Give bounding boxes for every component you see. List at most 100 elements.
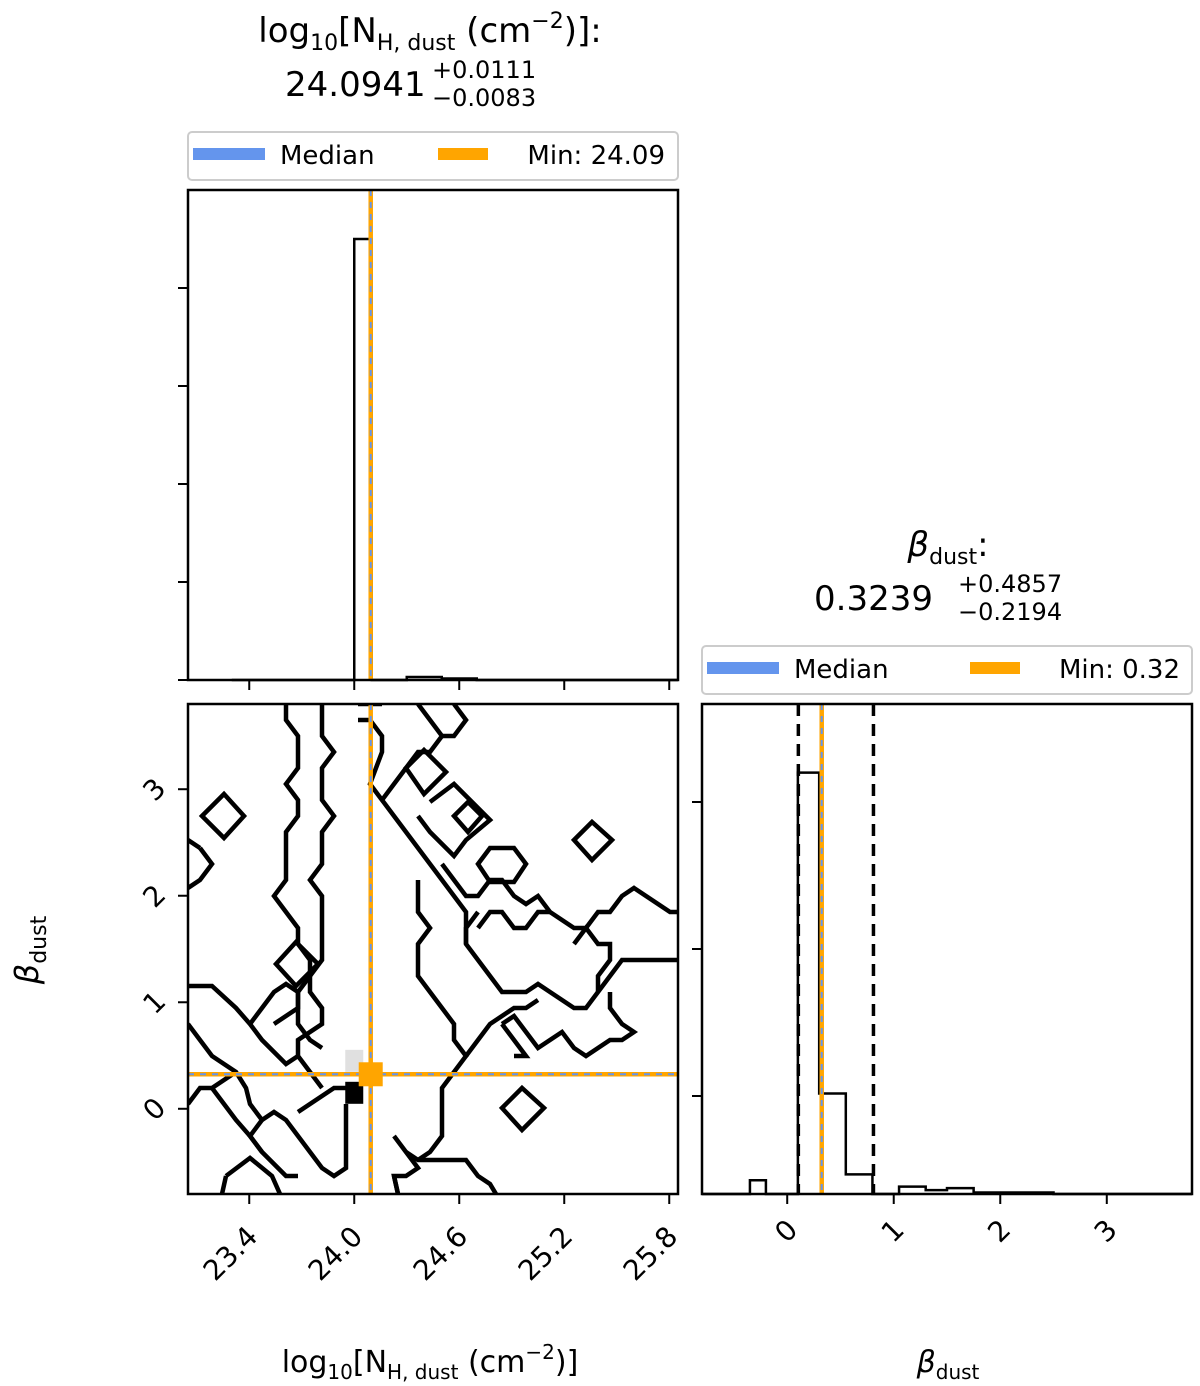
bottom-left-contour: 23.4 24.0 24.6 25.2 25.8 0 1 2 3 [136,702,684,1287]
bottom-right-title: βdust: 0.3239 +0.4857 −0.2194 [814,525,1062,626]
contour-path [476,909,550,931]
contour-lines [188,704,678,1194]
bottom-left-frame [186,702,680,1196]
x-label-log: log [282,1345,328,1380]
contour-path [188,983,300,1067]
contour-path [442,704,469,739]
contour-path [404,1150,498,1194]
br-title-value: 0.3239 [814,579,933,619]
y-tick-label: 3 [136,772,172,808]
contour-path [500,1022,531,1059]
br-x-label-beta: β [916,1345,936,1380]
y-tick-label: 2 [136,878,172,914]
contour-path [260,1104,349,1179]
x-tick-label: 25.8 [617,1220,684,1287]
contour-path [464,998,540,1058]
br-legend-min-label: Min: 0.32 [1059,655,1180,685]
contour-path [188,1022,265,1154]
contour-path [415,880,469,1162]
contour-path [450,798,486,836]
bottom-left-x-label: log10[NH, dust (cm−2)] [282,1340,579,1384]
bottom-right-legend: Median Min: 0.32 [701,645,1193,695]
legend-median-label: Median [280,141,375,171]
bottom-right-bars [702,771,1192,1196]
bottom-left-y-label: βdust [8,915,52,985]
br-title-sub: dust [929,545,977,570]
histogram-step [231,237,678,682]
br-title-plus: +0.4857 [958,570,1062,598]
x-tick-label: 0 [768,1213,804,1249]
bottom-right-histogram: 0 1 2 3 [692,702,1194,1249]
contour-path [391,1175,401,1194]
contour-path [210,1086,298,1179]
contour-path [188,1070,238,1106]
top-left-title-minus: −0.0083 [432,84,536,112]
top-left-title-value: 24.0941 [285,65,426,105]
svg-text:log10[NH, dust (cm−2)]:: log10[NH, dust (cm−2)]: [258,9,601,56]
top-left-legend: Median Min: 24.09 [187,131,679,181]
y-label-beta: β [8,964,46,985]
histogram-step [702,771,1192,1196]
svg-text:βdust:: βdust: [906,525,988,570]
contour-path [403,746,450,798]
x-tick-label: 2 [981,1213,1017,1249]
br-title-beta: β [906,525,929,565]
contour-path [198,790,248,842]
top-left-frame [186,188,680,682]
top-left-title: log10[NH, dust (cm−2)]: 24.0941 +0.0111 … [258,9,601,112]
contour-path [224,1155,283,1194]
contour-path [416,781,494,860]
top-left-bars [231,237,678,682]
x-tick-label: 1 [875,1213,911,1249]
x-tick-label: 24.0 [302,1220,369,1287]
contour-path [463,910,678,1011]
bottom-left-reference-lines [188,704,678,1194]
contour-path [500,992,639,1059]
legend-min-label: Min: 24.09 [527,141,665,171]
br-legend-median-label: Median [794,655,889,685]
contour-path [272,704,337,1026]
bottom-right-y-ticks [692,801,702,1097]
contour-path [188,838,202,850]
top-left-histogram [178,188,680,690]
contour-path [188,846,215,890]
legend-min-swatch [438,148,488,160]
br-legend-frame [701,645,1193,695]
contour-path [219,1175,229,1194]
title-log-text: log [258,11,310,51]
top-left-title-plus: +0.0111 [432,56,536,84]
y-tick-label: 0 [136,1091,172,1127]
contour-path [572,924,613,992]
top-left-y-ticks [178,287,188,681]
contour-path [440,862,678,931]
br-x-label-sub: dust [936,1360,980,1384]
density-cell [345,1081,364,1104]
bottom-left-y-ticks: 0 1 2 3 [136,772,188,1127]
top-left-x-ticks [248,680,671,690]
x-tick-label: 23.4 [197,1220,264,1287]
bottom-left-x-ticks: 23.4 24.0 24.6 25.2 25.8 [197,1194,684,1287]
contour-path [570,818,616,864]
br-legend-min-swatch [970,662,1020,674]
legend-frame [187,131,679,181]
contour-path [272,938,322,990]
y-tick-label: 1 [136,985,172,1021]
contour-path [271,704,325,1090]
contour-path [248,981,324,1050]
x-label-unit: (cm [458,1345,525,1380]
contour-path [296,1085,346,1114]
x-tick-label: 24.6 [407,1220,474,1287]
bottom-right-x-label: βdust [916,1345,980,1384]
x-label-sub: H, dust [387,1360,459,1384]
br-title-minus: −0.2194 [958,598,1062,626]
bottom-right-x-ticks: 0 1 2 3 [768,1194,1124,1249]
y-label-sub: dust [27,915,52,963]
legend-median-swatch [193,148,265,160]
contour-path [367,718,469,944]
bottom-right-frame [700,702,1194,1196]
x-tick-label: 3 [1088,1213,1124,1249]
br-legend-median-swatch [707,662,779,674]
contour-path [498,1084,548,1134]
x-label-n: [N [353,1345,387,1380]
